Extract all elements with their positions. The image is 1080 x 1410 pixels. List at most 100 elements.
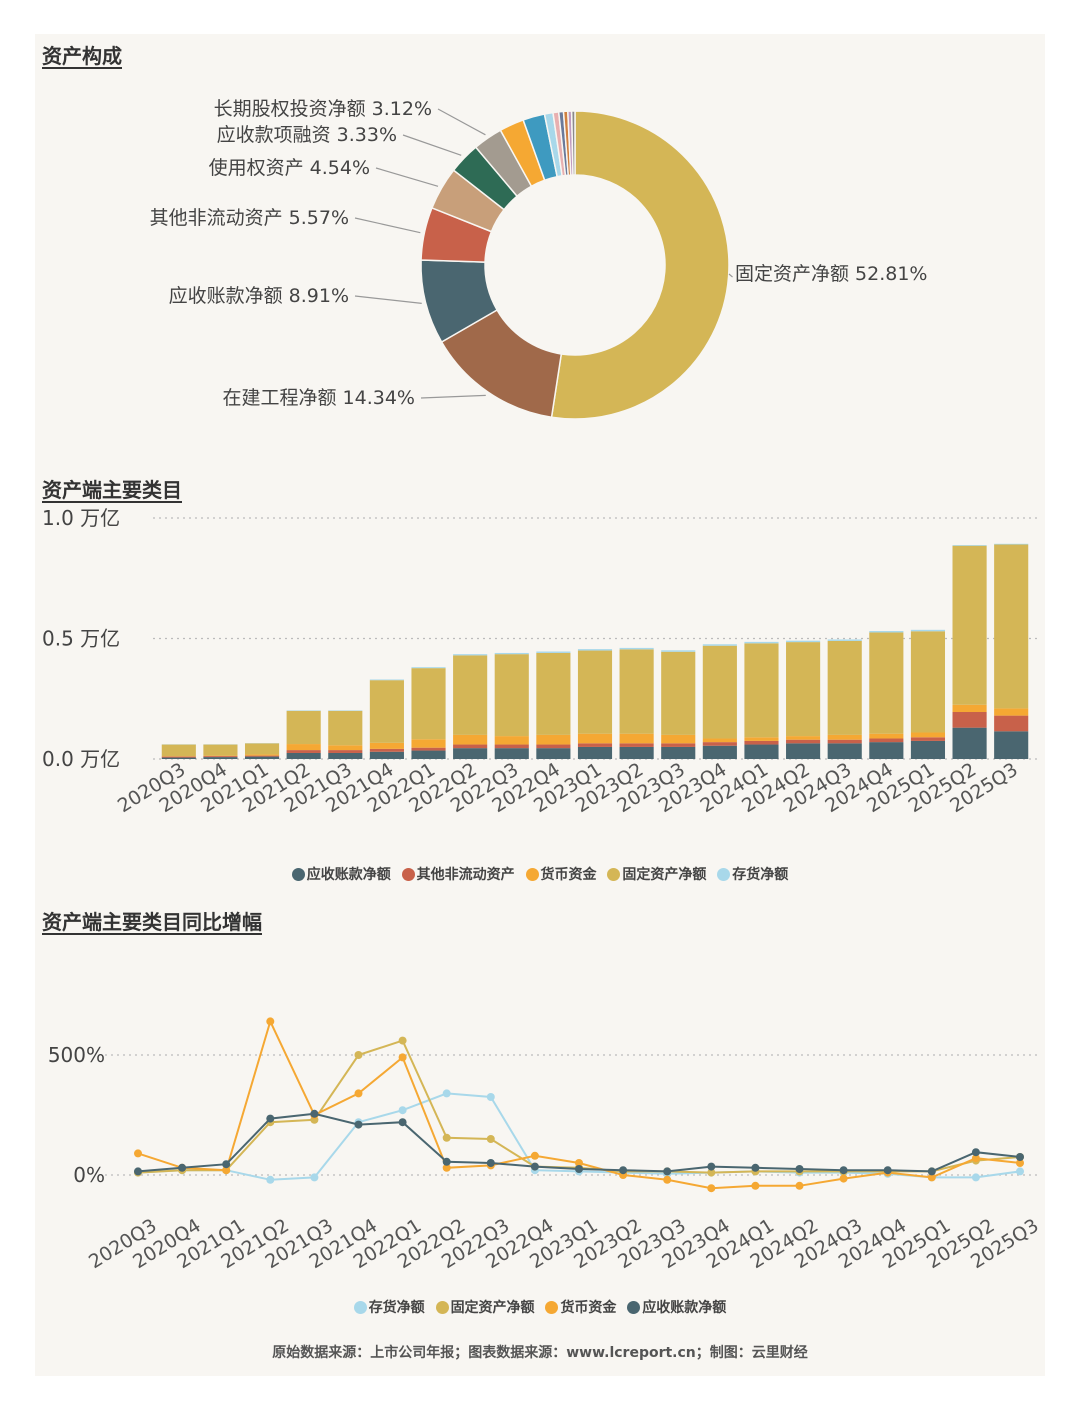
report-page: 资产构成 固定资产净额 52.81% 在建工程净额 14.34% 应收账款净额 8.… xyxy=(35,34,1045,1376)
legend-item-fixed-assets: 固定资产净额 xyxy=(607,864,706,884)
bar-segment xyxy=(869,733,904,739)
bar-segment xyxy=(161,744,196,757)
bar-segment xyxy=(619,649,654,734)
bar-segment xyxy=(827,734,862,740)
legend-label: 其他非流动资产 xyxy=(416,867,515,883)
donut-leader-line xyxy=(402,134,462,156)
bar-segment xyxy=(744,737,779,741)
legend-item-receivable: 应收账款净额 xyxy=(627,1297,726,1317)
legend-item-cash: 货币资金 xyxy=(545,1297,616,1317)
bar-segment xyxy=(453,748,488,759)
donut-leader-line xyxy=(437,108,486,136)
donut-slice-label: 长期股权投资净额 3.12% xyxy=(214,98,432,120)
bar-segment xyxy=(328,710,363,746)
bar-segment xyxy=(286,750,321,753)
bar-segment xyxy=(827,739,862,744)
bar-segment xyxy=(952,712,987,728)
line-point xyxy=(310,1109,319,1118)
asset-stacked-bar-chart: 0.0 万亿0.5 万亿1.0 万亿2020Q32020Q42021Q12021… xyxy=(42,506,1037,817)
line-point xyxy=(266,1175,275,1184)
legend-item-receivable: 应收账款净额 xyxy=(291,864,391,884)
bar-segment xyxy=(328,750,363,753)
donut-leader-line xyxy=(375,167,439,187)
line-point xyxy=(486,1159,495,1167)
bar-segment xyxy=(994,708,1029,716)
line-point xyxy=(663,1175,672,1184)
bar-segment xyxy=(453,655,488,735)
bar-segment xyxy=(369,680,404,743)
bar-segment xyxy=(744,740,779,745)
line-point xyxy=(354,1120,363,1129)
bar-segment xyxy=(910,732,946,738)
line-point xyxy=(398,1036,407,1045)
bar-segment xyxy=(203,757,238,759)
bar-segment xyxy=(577,650,613,734)
bar-segment xyxy=(744,643,779,738)
line-point xyxy=(971,1154,980,1163)
legend-label: 存货净额 xyxy=(368,1300,425,1316)
bar-segment xyxy=(494,652,529,655)
bar-segment xyxy=(827,639,862,641)
bar-segment xyxy=(536,651,571,653)
bar-segment xyxy=(411,667,446,669)
bar-segment xyxy=(286,710,321,745)
bar-segment xyxy=(244,743,280,755)
bar-segment xyxy=(994,731,1029,759)
bar-chart-legend: 应收账款净额 其他非流动资产 货币资金 固定资产净额 存货净额 xyxy=(35,864,1045,884)
bar-segment xyxy=(161,756,196,758)
bar-segment xyxy=(744,744,779,759)
bar-segment xyxy=(453,744,488,749)
bar-segment xyxy=(869,631,904,633)
donut-slice xyxy=(550,110,730,420)
bar-segment xyxy=(994,715,1029,732)
bar-segment xyxy=(244,754,280,756)
line-point xyxy=(442,1133,451,1142)
bar-segment xyxy=(494,744,529,749)
line-point xyxy=(707,1168,716,1177)
legend-label: 货币资金 xyxy=(560,1300,617,1316)
line-point xyxy=(530,1151,539,1160)
bar-segment xyxy=(786,642,821,737)
bar-segment xyxy=(577,743,613,747)
line-point xyxy=(619,1166,628,1175)
line-point xyxy=(530,1162,539,1171)
line-point xyxy=(266,1017,275,1026)
bar-y-tick-label: 1.0 万亿 xyxy=(42,506,120,530)
bar-segment xyxy=(786,640,821,643)
line-point xyxy=(839,1166,848,1175)
bar-segment xyxy=(910,629,946,632)
donut-slice-label: 应收款项融资 3.33% xyxy=(217,124,397,146)
legend-label: 应收账款净额 xyxy=(306,867,391,883)
line-series xyxy=(137,1039,1021,1174)
legend-item-cash: 货币资金 xyxy=(525,864,597,884)
legend-item-other-noncurrent: 其他非流动资产 xyxy=(401,864,515,884)
line-point xyxy=(575,1165,583,1173)
bar-segment xyxy=(453,654,488,656)
donut-slice xyxy=(570,110,576,176)
line-point xyxy=(1016,1159,1024,1167)
bar-segment xyxy=(161,757,196,759)
bar-chart-title: 资产端主要类目 xyxy=(42,478,182,502)
line-point xyxy=(354,1089,363,1098)
bar-segment xyxy=(661,734,696,744)
bar-segment xyxy=(994,544,1029,709)
bar-segment xyxy=(786,739,821,744)
legend-label: 货币资金 xyxy=(540,867,597,883)
line-point xyxy=(751,1181,760,1190)
bar-segment xyxy=(910,740,946,759)
line-point xyxy=(795,1181,804,1190)
bar-segment xyxy=(369,748,404,752)
bar-segment xyxy=(494,748,529,759)
line-point xyxy=(1016,1153,1024,1161)
bar-segment xyxy=(869,742,904,759)
line-point xyxy=(486,1093,495,1101)
line-point xyxy=(927,1173,936,1182)
bar-segment xyxy=(952,727,987,759)
bar-segment xyxy=(786,736,821,740)
line-point xyxy=(398,1118,407,1127)
bar-segment xyxy=(702,742,737,746)
bar-segment xyxy=(453,734,488,745)
bar-segment xyxy=(661,650,696,652)
line-point xyxy=(222,1166,231,1175)
line-point xyxy=(707,1184,716,1193)
